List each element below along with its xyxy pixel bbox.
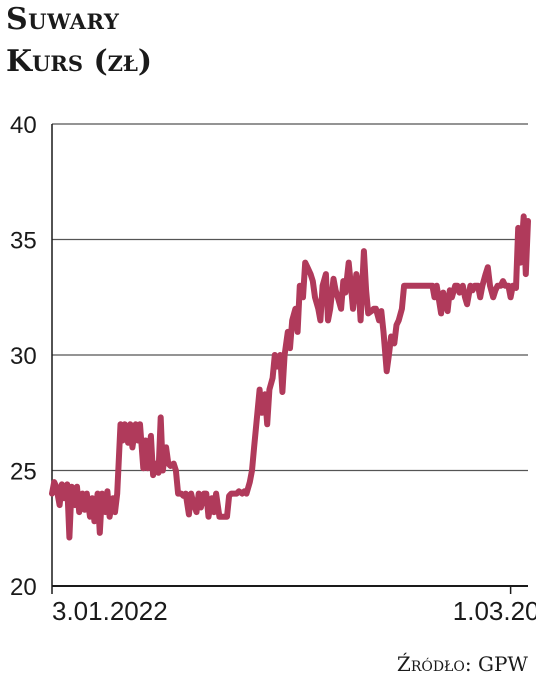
y-tick-label: 20 [10, 574, 37, 601]
gridlines [51, 123, 528, 587]
x-tick-label: 1.03.2023 [453, 596, 536, 626]
source-note: Źródło: GPW [396, 652, 528, 676]
chart-title: Suwary [6, 2, 120, 37]
y-tick-label: 40 [10, 112, 37, 139]
y-tick-label: 25 [10, 459, 37, 486]
x-tick-label: 3.01.2022 [52, 596, 168, 626]
price-series-line [49, 213, 531, 541]
y-tick-label: 35 [10, 228, 37, 255]
x-axis-tick-labels: 3.01.2022 1.03.2023 [51, 586, 536, 626]
y-tick-label: 30 [10, 343, 37, 370]
chart-subtitle: Kurs (zł) [6, 44, 153, 79]
y-axis-tick-labels: 20 25 30 35 40 [10, 112, 37, 601]
